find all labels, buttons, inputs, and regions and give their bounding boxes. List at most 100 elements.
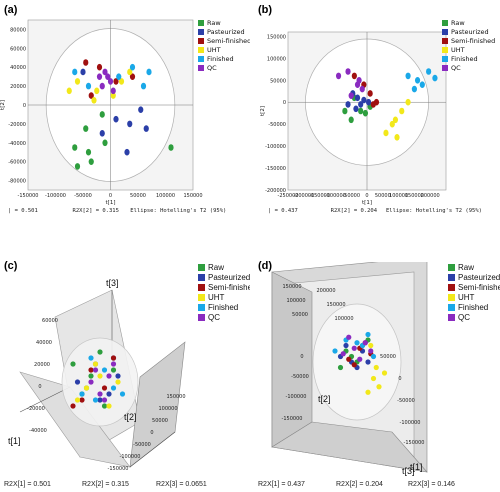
a-point-pasteurized-6 xyxy=(80,68,86,76)
c-point-uht-0 xyxy=(83,385,90,391)
a-point-finished-4 xyxy=(146,68,152,76)
c-point-raw-6 xyxy=(97,349,103,355)
c-point-uht-3 xyxy=(92,361,99,367)
a-legend-label-1: Pasteurized xyxy=(207,28,245,36)
d-point-qc-3 xyxy=(357,356,363,362)
d-legend-label-0: Raw xyxy=(458,263,474,272)
a-point-finished-1 xyxy=(85,82,92,90)
b-legend-swatch-3 xyxy=(442,47,448,53)
a-footer-1: R2X[2] = 0.315 xyxy=(73,208,119,214)
b-point-pasteurized-6 xyxy=(353,105,359,113)
d-axis-label-t1: t[1] xyxy=(410,462,423,472)
c-tick-4: 40000 xyxy=(36,340,52,346)
c-axis-t1 xyxy=(19,386,71,413)
b-point-raw-5 xyxy=(362,109,369,117)
c-legend-swatch-4 xyxy=(198,304,205,311)
a-point-raw-0 xyxy=(72,144,78,151)
c-tick-12: 150000 xyxy=(166,394,185,400)
a-legend-label-2: Semi-finished xyxy=(207,37,250,45)
a-point-pasteurized-1 xyxy=(113,115,119,123)
a-xtick-2: -50000 xyxy=(74,193,92,199)
a-point-finished-2 xyxy=(116,73,122,80)
d-tick-9: 100000 xyxy=(334,316,353,322)
d-point-pasteurized-4 xyxy=(343,342,349,349)
a-point-raw-4 xyxy=(99,111,105,118)
c-axis-label-t3: t[3] xyxy=(106,278,119,288)
c-point-qc-3 xyxy=(92,367,99,373)
b-footer-1: R2X[2] = 0.204 xyxy=(331,208,378,214)
d-point-uht-1 xyxy=(376,384,382,390)
c-point-semi-finished-1 xyxy=(101,385,108,391)
b-point-finished-2 xyxy=(414,76,421,84)
a-point-qc-0 xyxy=(102,68,108,76)
d-tick-8: 150000 xyxy=(326,302,345,308)
b-legend-swatch-5 xyxy=(442,65,448,71)
c-point-raw-3 xyxy=(101,403,108,409)
c-legend-swatch-5 xyxy=(198,314,205,321)
c-tick-1: -20000 xyxy=(27,406,45,412)
d-point-finished-3 xyxy=(332,348,338,354)
b-xtick-8: 150000 xyxy=(405,193,424,199)
c-tick-11: 100000 xyxy=(158,406,177,412)
d-footer-0: R2X[1] = 0.437 xyxy=(258,481,305,488)
d-axis-label-t3: t[3] xyxy=(402,466,415,476)
c-legend-swatch-3 xyxy=(198,294,205,301)
c-point-pasteurized-4 xyxy=(97,397,103,403)
c-wall-right xyxy=(129,341,186,468)
d-legend-label-1: Pasteurized xyxy=(458,273,500,282)
b-xlabel: t[1] xyxy=(362,200,372,206)
b-point-qc-4 xyxy=(356,76,362,84)
b-point-raw-3 xyxy=(348,116,354,124)
d-point-qc-1 xyxy=(351,345,357,351)
c-legend-label-5: QC xyxy=(208,313,220,322)
b-legend-swatch-2 xyxy=(442,38,448,44)
c-point-qc-5 xyxy=(110,361,117,367)
d-tick-3: 0 xyxy=(300,354,303,360)
a-legend-label-0: Raw xyxy=(207,19,221,27)
a-point-raw-7 xyxy=(168,144,174,151)
b-legend-label-2: Semi-finished xyxy=(451,37,495,45)
d-tick-11: 0 xyxy=(398,376,401,382)
b-ytick-4: -50000 xyxy=(268,122,286,128)
c-point-qc-1 xyxy=(97,391,103,397)
c-tick-6: -150000 xyxy=(108,466,129,472)
c-point-qc-4 xyxy=(101,397,108,403)
d-point-qc-5 xyxy=(368,348,374,354)
c-point-raw-2 xyxy=(88,373,94,379)
c-point-semi-finished-0 xyxy=(88,367,94,373)
b-point-uht-4 xyxy=(405,98,411,106)
a-point-uht-3 xyxy=(110,92,116,99)
b-xtick-3: -100000 xyxy=(325,193,346,199)
a-point-uht-0 xyxy=(66,87,72,95)
a-point-pasteurized-0 xyxy=(99,130,105,137)
b-xtick-9: 200000 xyxy=(421,193,440,199)
b-ylabel: t[2] xyxy=(260,106,266,116)
c-footer-0: R2X[1] = 0.501 xyxy=(4,481,51,488)
d-point-qc-2 xyxy=(362,340,368,346)
b-point-qc-3 xyxy=(359,85,365,93)
d-point-uht-2 xyxy=(381,370,388,376)
a-ytick-1: 60000 xyxy=(10,46,26,52)
c-axis-label-t2: t[2] xyxy=(124,412,137,422)
c-legend-label-3: UHT xyxy=(208,293,225,302)
a-legend-swatch-1 xyxy=(198,29,204,35)
c-scene: t[3] t[1] t[2] -40000 -20000 0 20000 40000 60000… xyxy=(8,278,186,472)
c-point-uht-4 xyxy=(115,379,121,385)
d-point-qc-4 xyxy=(346,334,352,340)
c-footer-2: R2X[3] = 0.0651 xyxy=(156,481,207,488)
a-legend-label-5: QC xyxy=(207,64,217,72)
a-xtick-3: 0 xyxy=(109,193,112,199)
a-xlabel: t[1] xyxy=(106,200,116,206)
chart-d: t[2] t[1]t[3] 150000 100000 50000 0 -50000 -100… xyxy=(258,262,500,488)
b-xtick-1: -200000 xyxy=(293,193,314,199)
a-point-semi-finished-1 xyxy=(96,63,103,71)
b-point-qc-1 xyxy=(345,68,351,75)
b-ytick-1: 100000 xyxy=(267,56,286,62)
d-point-pasteurized-5 xyxy=(365,359,371,365)
d-legend-swatch-1 xyxy=(448,274,455,281)
b-point-finished-0 xyxy=(405,72,411,80)
b-xtick-6: 50000 xyxy=(375,193,391,199)
c-legend-label-0: Raw xyxy=(208,263,224,272)
b-ytick-0: 150000 xyxy=(267,34,286,40)
a-point-semi-finished-3 xyxy=(129,73,136,80)
